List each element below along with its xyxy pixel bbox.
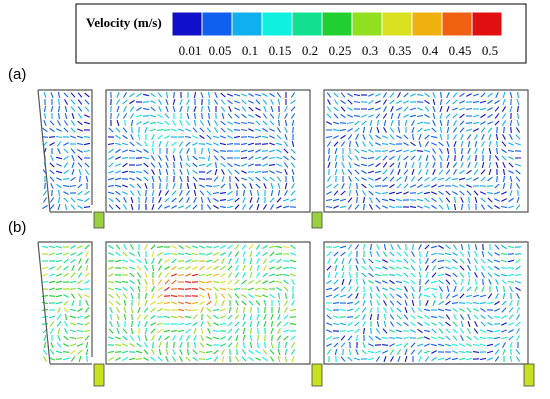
panel-label: (a): [8, 66, 26, 83]
colorbar-swatch: [351, 11, 383, 37]
colorbar-tick-label: 0.01: [179, 43, 202, 58]
velocity-vectors: [41, 91, 522, 211]
foot: [311, 211, 323, 229]
foot: [523, 363, 535, 387]
colorbar-swatch: [201, 11, 233, 37]
velocity-vectors: [326, 243, 521, 363]
outline-b: [37, 241, 529, 365]
colorbar-swatch: [441, 11, 473, 37]
foot: [93, 211, 105, 229]
colorbar-swatch: [381, 11, 413, 37]
colorbar-tick-label: 0.3: [362, 43, 378, 58]
velocity-vectors: [41, 243, 519, 363]
velocity-vectors: [164, 273, 212, 312]
velocity-vectors: [124, 112, 198, 155]
colorbar-swatch: [291, 11, 323, 37]
velocity-vectors: [163, 273, 199, 297]
colorbar-tick-label: 0.45: [449, 43, 472, 58]
panel-label: (b): [8, 219, 26, 236]
colorbar-swatch: [471, 11, 503, 37]
foot: [311, 363, 323, 387]
velocity-vectors: [152, 260, 227, 319]
colorbar-swatch: [321, 11, 353, 37]
colorbar-tick-label: 0.35: [389, 43, 412, 58]
outline-a: [37, 89, 529, 213]
velocity-vectors: [41, 244, 295, 363]
velocity-vectors: [41, 244, 297, 363]
velocity-vectors: [41, 244, 297, 363]
colorbar-tick-label: 0.05: [209, 43, 232, 58]
colorbar-swatch: [261, 11, 293, 37]
colorbar-swatch: [231, 11, 263, 37]
colorbar-tick-label: 0.1: [242, 43, 258, 58]
vector-fields: [41, 91, 522, 363]
colorbar-swatch: [411, 11, 443, 37]
velocity-vectors: [325, 243, 520, 363]
velocity-vectors: [43, 91, 521, 211]
colorbar: 0.01 0.05 0.1 0.15 0.2 0.25 0.3 0.35 0.4 0.45 0.5: [171, 11, 503, 58]
colorbar-tick-label: 0.15: [269, 43, 292, 58]
colorbar-tick-label: 0.2: [302, 43, 318, 58]
feet: [93, 211, 535, 387]
colorbar-tick-label: 0.4: [422, 43, 439, 58]
colorbar-tick-label: 0.25: [329, 43, 352, 58]
velocity-vectors: [149, 121, 171, 140]
velocity-vectors: [42, 91, 522, 211]
colorbar-title: Velocity (m/s): [86, 15, 162, 30]
foot: [93, 363, 105, 387]
colorbar-swatch: [171, 11, 203, 37]
velocity-vectors: [326, 243, 522, 362]
colorbar-tick-label: 0.5: [482, 43, 498, 58]
tank-outlines: [37, 89, 529, 365]
velocity-vectors: [41, 243, 522, 363]
